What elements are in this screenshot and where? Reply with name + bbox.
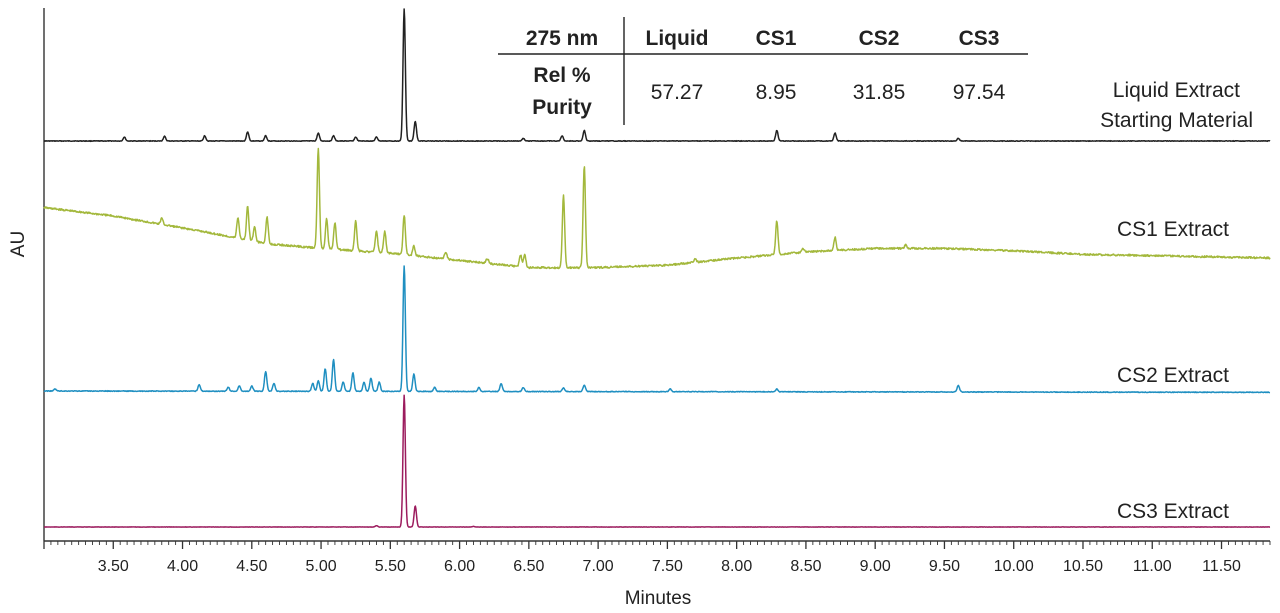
trace-label-liquid-line2: Starting Material bbox=[1100, 109, 1253, 132]
table-header-cs3: CS3 bbox=[959, 27, 1000, 50]
trace-cs2-extract bbox=[43, 265, 1271, 394]
x-tick-label: 3.50 bbox=[98, 558, 129, 575]
trace-liquid-extract bbox=[43, 8, 1271, 143]
table-header-liquid: Liquid bbox=[646, 27, 709, 50]
trace-label-cs3: CS3 Extract bbox=[1117, 500, 1229, 523]
x-tick-label: 6.00 bbox=[444, 558, 475, 575]
chromatogram-traces bbox=[43, 8, 1271, 528]
table-value-cs2: 31.85 bbox=[853, 81, 906, 104]
table-header-wavelength: 275 nm bbox=[526, 27, 598, 50]
x-tick-label: 11.00 bbox=[1133, 558, 1172, 575]
trace-cs3-extract bbox=[43, 394, 1271, 528]
trace-label-cs1: CS1 Extract bbox=[1117, 218, 1229, 241]
x-tick-label: 7.00 bbox=[583, 558, 614, 575]
table-header-cs1: CS1 bbox=[756, 27, 797, 50]
trace-label-cs2: CS2 Extract bbox=[1117, 364, 1229, 387]
trace-label-liquid-line1: Liquid Extract bbox=[1113, 79, 1240, 102]
x-tick-label: 9.50 bbox=[929, 558, 960, 575]
table-row-label-line2: Purity bbox=[532, 96, 592, 119]
table-value-cs1: 8.95 bbox=[756, 81, 797, 104]
x-tick-label: 5.50 bbox=[375, 558, 406, 575]
purity-table: 275 nm Liquid CS1 CS2 CS3 Rel % Purity 5… bbox=[498, 17, 1028, 125]
table-header-cs2: CS2 bbox=[859, 27, 900, 50]
x-tick-label: 5.00 bbox=[305, 558, 336, 575]
x-tick-label: 10.50 bbox=[1063, 558, 1103, 575]
x-tick-label: 7.50 bbox=[652, 558, 683, 575]
x-axis-tick-labels: 3.50 4.00 4.50 5.00 5.50 6.00 6.50 7.00 7.50 8.00… bbox=[98, 558, 1241, 575]
x-tick-label: 6.50 bbox=[513, 558, 544, 575]
x-tick-label: 8.00 bbox=[721, 558, 752, 575]
y-axis-title: AU bbox=[8, 231, 29, 257]
x-tick-label: 8.50 bbox=[790, 558, 821, 575]
x-tick-label: 9.00 bbox=[860, 558, 891, 575]
x-axis-ticks bbox=[43, 541, 1271, 549]
x-tick-label: 4.50 bbox=[236, 558, 267, 575]
x-axis-title: Minutes bbox=[625, 588, 692, 609]
table-value-cs3: 97.54 bbox=[953, 81, 1006, 104]
table-value-liquid: 57.27 bbox=[651, 81, 704, 104]
x-tick-label: 11.50 bbox=[1202, 558, 1241, 575]
trace-cs1-extract bbox=[43, 147, 1271, 270]
table-row-label-line1: Rel % bbox=[533, 64, 591, 87]
x-tick-label: 10.00 bbox=[994, 558, 1034, 575]
x-tick-label: 4.00 bbox=[167, 558, 198, 575]
